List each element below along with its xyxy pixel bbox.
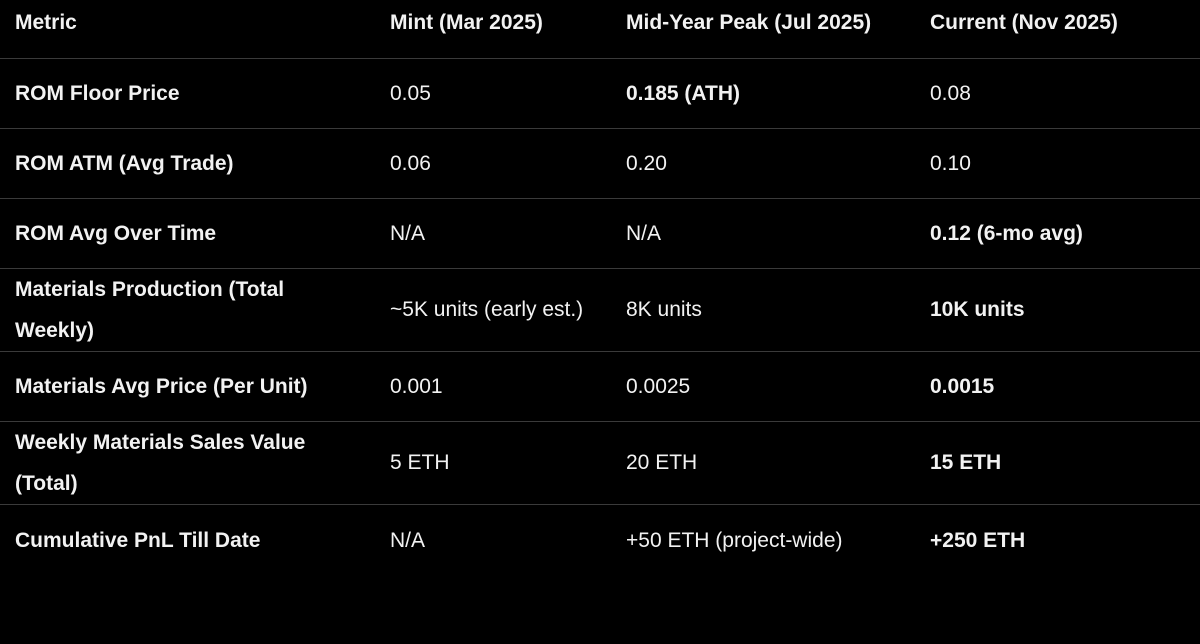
value-cell: 0.08	[915, 58, 1200, 129]
value-cell: 0.0015	[915, 351, 1200, 422]
value-cell: 0.12 (6-mo avg)	[915, 198, 1200, 269]
metric-cell: Materials Avg Price (Per Unit)	[0, 351, 375, 422]
value-cell: 0.185 (ATH)	[611, 58, 915, 129]
value-cell: +50 ETH (project-wide)	[626, 529, 843, 552]
metric-cell: Cumulative PnL Till Date	[15, 529, 261, 552]
header-cell: Metric	[0, 0, 375, 59]
value-cell: N/A	[375, 198, 611, 269]
data-table: Metric Mint (Mar 2025) Mid-Year Peak (Jul …	[0, 0, 1200, 577]
metric-cell: Weekly Materials Sales Value (Total)	[0, 421, 375, 505]
value-cell: 0.001	[375, 351, 611, 422]
value-cell: 5 ETH	[375, 421, 611, 505]
value-cell: 20 ETH	[611, 421, 915, 505]
header-row: Metric Mint (Mar 2025) Mid-Year Peak (Jul …	[0, 0, 1200, 59]
header-cell: Current (Nov 2025)	[915, 0, 1200, 59]
metric-cell: ROM Floor Price	[0, 58, 375, 129]
value-cell: 8K units	[611, 268, 915, 352]
table-row: Cumulative PnL Till Date N/A +50 ETH (proj…	[0, 504, 1200, 577]
value-cell: 0.06	[375, 128, 611, 199]
header-cell: Mid-Year Peak (Jul 2025)	[611, 0, 915, 59]
value-cell: 0.10	[915, 128, 1200, 199]
value-cell: 0.20	[611, 128, 915, 199]
value-cell: N/A	[390, 529, 426, 552]
value-cell: 15 ETH	[915, 421, 1200, 505]
metric-cell: ROM Avg Over Time	[0, 198, 375, 269]
table-row: Materials Avg Price (Per Unit) 0.001 0.002…	[0, 351, 1200, 422]
value-cell: ~5K units (early est.)	[375, 268, 611, 352]
metric-cell: Materials Production (Total Weekly)	[0, 268, 375, 352]
value-cell: N/A	[611, 198, 915, 269]
table-row: ROM ATM (Avg Trade) 0.06 0.20 0.10	[0, 128, 1200, 199]
metric-cell: ROM ATM (Avg Trade)	[0, 128, 375, 199]
header-cell: Mint (Mar 2025)	[375, 0, 611, 59]
table-row: Weekly Materials Sales Value (Total) 5 ET…	[0, 421, 1200, 505]
value-cell: 0.0025	[611, 351, 915, 422]
table-row: ROM Floor Price 0.05 0.185 (ATH) 0.08	[0, 58, 1200, 129]
table-row: ROM Avg Over Time N/A N/A 0.12 (6-mo avg)	[0, 198, 1200, 269]
value-cell: 0.05	[375, 58, 611, 129]
value-cell: +250 ETH	[930, 529, 1026, 552]
value-cell: 10K units	[915, 268, 1200, 352]
table-body: ROM Floor Price 0.05 0.185 (ATH) 0.08 ROM AT…	[0, 58, 1200, 577]
table-row: Materials Production (Total Weekly) ~5K u…	[0, 268, 1200, 352]
